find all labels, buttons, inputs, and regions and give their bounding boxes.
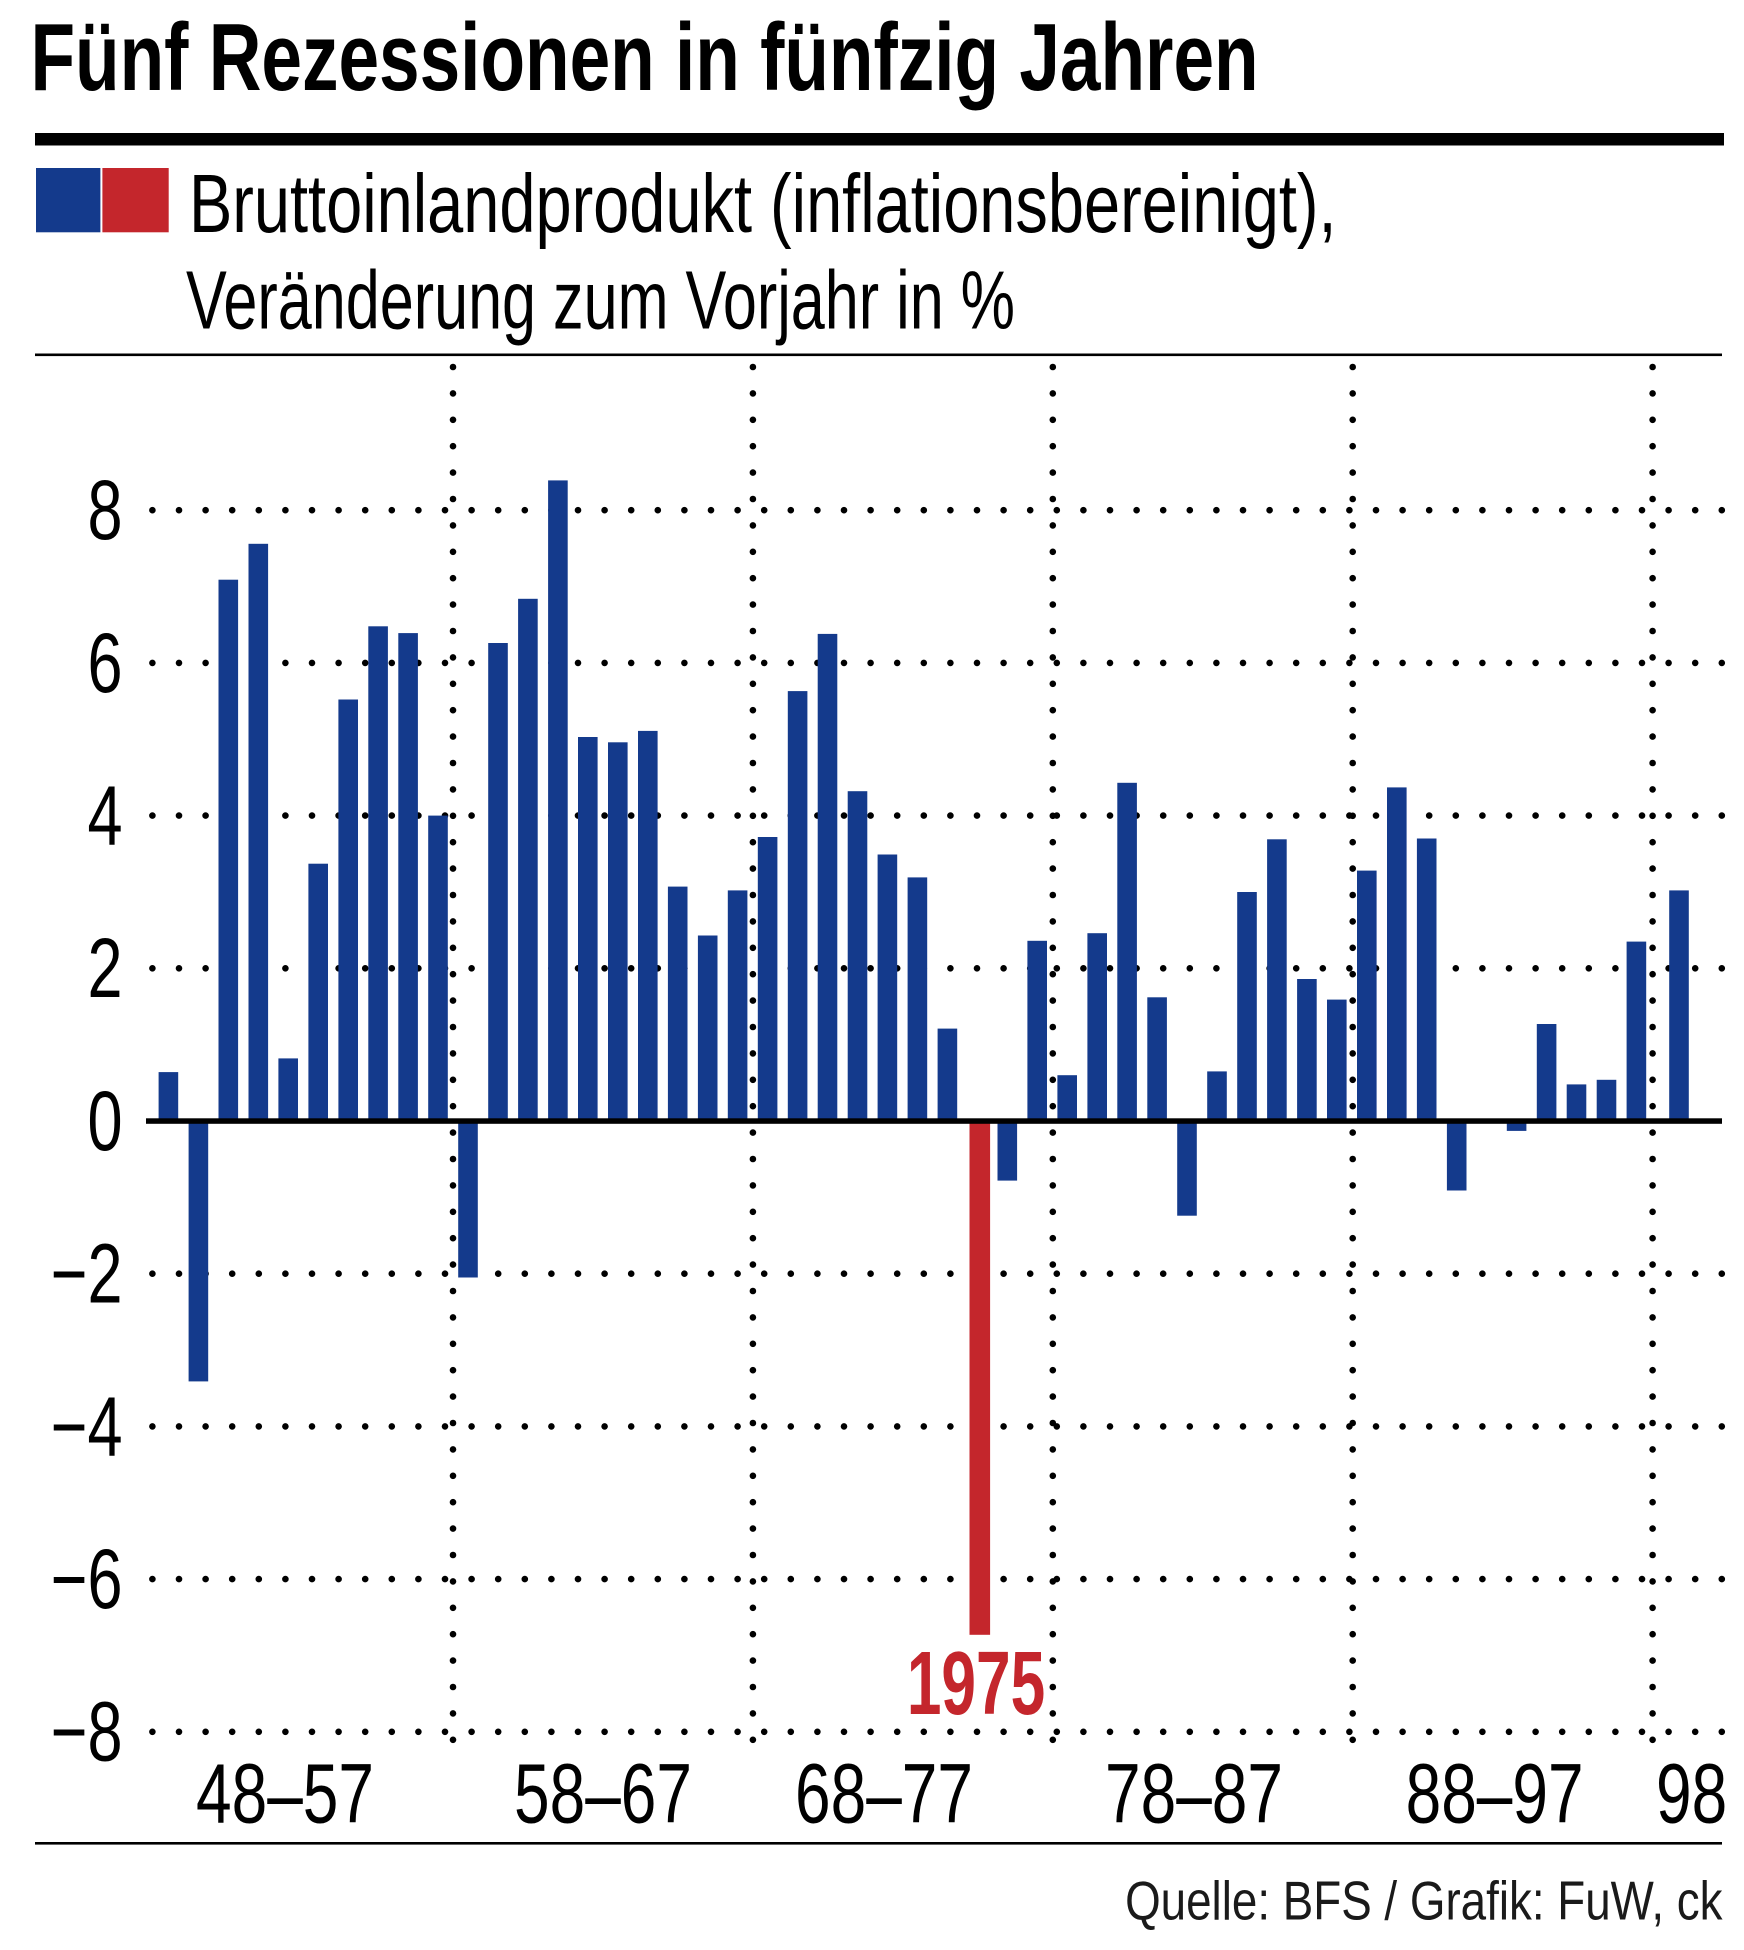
svg-text:Quelle: BFS / Grafik: FuW, ck: Quelle: BFS / Grafik: FuW, ck — [1125, 1870, 1723, 1932]
svg-text:68–77: 68–77 — [795, 1746, 973, 1840]
svg-text:98: 98 — [1656, 1746, 1727, 1840]
svg-text:Bruttoinlandprodukt (inflation: Bruttoinlandprodukt (inflationsbereinigt… — [189, 157, 1337, 249]
svg-text:4: 4 — [87, 769, 122, 863]
svg-text:Fünf Rezessionen in fünfzig Ja: Fünf Rezessionen in fünfzig Jahren — [31, 4, 1259, 111]
svg-text:−2: −2 — [51, 1227, 123, 1321]
svg-text:6: 6 — [87, 616, 122, 710]
svg-text:0: 0 — [87, 1074, 122, 1168]
svg-text:58–67: 58–67 — [514, 1746, 692, 1840]
svg-text:78–87: 78–87 — [1105, 1746, 1283, 1840]
svg-text:−6: −6 — [51, 1532, 123, 1626]
svg-text:8: 8 — [87, 463, 122, 557]
svg-text:1975: 1975 — [907, 1634, 1045, 1734]
svg-text:Veränderung zum Vorjahr in %: Veränderung zum Vorjahr in % — [186, 254, 1015, 346]
svg-text:2: 2 — [87, 921, 122, 1015]
svg-text:48–57: 48–57 — [196, 1746, 374, 1840]
svg-text:−8: −8 — [51, 1685, 123, 1779]
svg-text:88–97: 88–97 — [1406, 1746, 1584, 1840]
svg-text:−4: −4 — [51, 1379, 123, 1473]
